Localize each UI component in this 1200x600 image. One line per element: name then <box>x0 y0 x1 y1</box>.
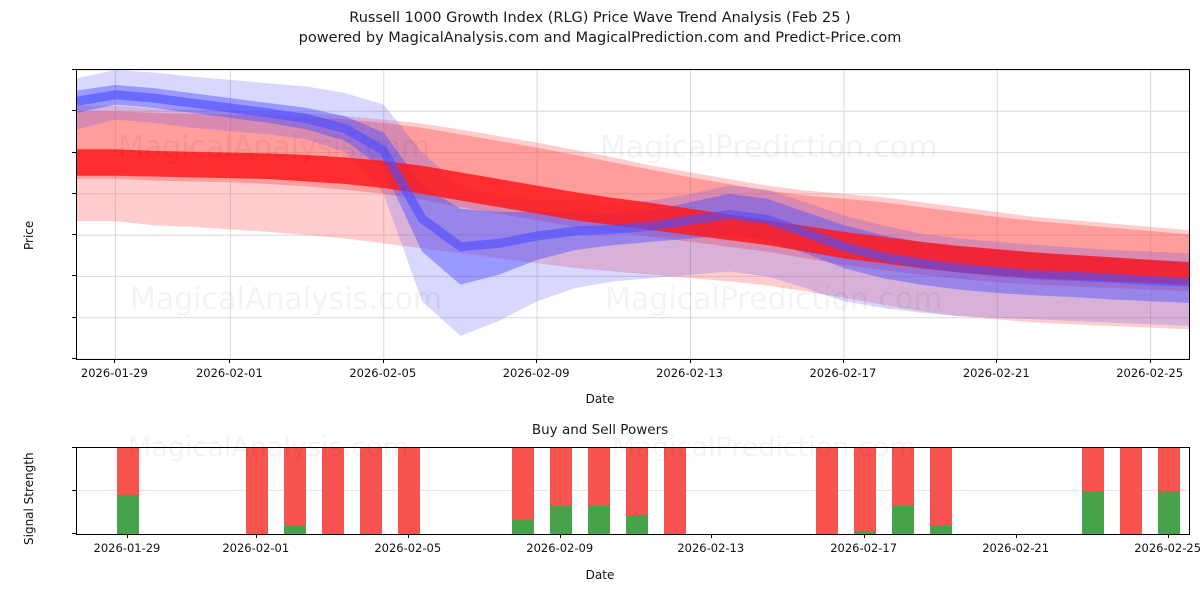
signal-x-tick-mark <box>863 534 865 538</box>
sell-power-segment <box>663 448 686 534</box>
price-x-tick-mark <box>996 359 998 363</box>
price-y-tick-mark <box>72 110 76 112</box>
price-x-tick-mark <box>114 359 116 363</box>
buy-power-segment <box>549 506 572 534</box>
buy-power-segment <box>1157 491 1180 534</box>
price-x-axis-label: Date <box>585 392 615 406</box>
sell-power-segment <box>815 448 838 534</box>
signal-bar[interactable] <box>321 448 344 534</box>
signal-x-tick-mark <box>710 534 712 538</box>
buy-power-segment <box>587 506 610 534</box>
buy-power-segment <box>116 495 139 534</box>
price-x-tick-mark <box>382 359 384 363</box>
buy-power-segment <box>625 515 648 534</box>
price-chart-plot-area <box>76 69 1190 360</box>
title-block: Russell 1000 Growth Index (RLG) Price Wa… <box>0 8 1200 48</box>
signal-x-tick-mark <box>1015 534 1017 538</box>
sell-power-segment <box>853 448 876 534</box>
price-y-tick-mark <box>72 275 76 277</box>
sell-power-segment <box>625 448 648 534</box>
signal-strength-plot-area <box>76 447 1190 535</box>
bar-chart-title: Buy and Sell Powers <box>531 422 669 438</box>
buy-power-segment <box>891 506 914 534</box>
sell-power-segment <box>511 448 534 534</box>
signal-bar[interactable] <box>891 448 914 534</box>
signal-x-tick-label: 2026-02-05 <box>374 541 442 555</box>
sell-power-segment <box>929 448 952 534</box>
band-red-core <box>77 149 1189 285</box>
buy-power-segment <box>511 520 534 534</box>
signal-x-tick-label: 2026-02-13 <box>677 541 745 555</box>
price-x-tick-label: 2026-02-25 <box>1116 366 1184 380</box>
blue-core-ribbon <box>77 90 1189 287</box>
price-x-tick-label: 2026-02-13 <box>656 366 723 380</box>
signal-y-tick-mark <box>72 533 76 534</box>
signal-x-tick-label: 2026-02-25 <box>1134 541 1200 555</box>
signal-y-tick-mark <box>72 490 76 491</box>
signal-bar[interactable] <box>663 448 686 534</box>
price-x-tick-mark <box>689 359 691 363</box>
signal-x-tick-label: 2026-02-21 <box>982 541 1050 555</box>
signal-bar[interactable] <box>853 448 876 534</box>
sell-power-segment <box>359 448 382 534</box>
price-y-tick-mark <box>72 234 76 236</box>
price-x-tick-label: 2026-02-09 <box>502 366 570 380</box>
signal-bar[interactable] <box>1081 448 1104 534</box>
sell-power-segment <box>283 448 306 534</box>
signal-bar[interactable] <box>511 448 534 534</box>
signal-bar[interactable] <box>116 448 139 534</box>
signal-x-tick-label: 2026-02-09 <box>526 541 594 555</box>
price-y-tick-mark <box>72 358 76 359</box>
price-y-tick-mark <box>72 69 76 70</box>
price-x-tick-label: 2026-02-21 <box>962 366 1030 380</box>
signal-bar[interactable] <box>929 448 952 534</box>
signal-x-axis-label: Date <box>585 568 615 582</box>
signal-x-tick-label: 2026-01-29 <box>93 541 161 555</box>
signal-bar[interactable] <box>359 448 382 534</box>
page-title: Russell 1000 Growth Index (RLG) Price Wa… <box>349 10 851 26</box>
signal-bar[interactable] <box>283 448 306 534</box>
signal-x-tick-label: 2026-02-17 <box>830 541 898 555</box>
page-subtitle: powered by MagicalAnalysis.com and Magic… <box>298 30 902 46</box>
sell-power-segment <box>321 448 344 534</box>
signal-bar[interactable] <box>397 448 420 534</box>
price-x-tick-mark <box>229 359 231 363</box>
signal-x-tick-mark <box>255 534 257 538</box>
price-x-tick-label: 2026-02-01 <box>195 366 263 380</box>
signal-bar[interactable] <box>587 448 610 534</box>
buy-power-segment <box>1081 491 1104 534</box>
signal-y-tick-mark <box>72 447 76 448</box>
signal-bar[interactable] <box>549 448 572 534</box>
price-x-tick-label: 2026-01-29 <box>80 366 148 380</box>
price-x-tick-mark <box>1149 359 1151 363</box>
buy-power-segment <box>283 524 306 534</box>
signal-bar[interactable] <box>1157 448 1180 534</box>
signal-y-axis-label: Signal Strength <box>22 452 36 545</box>
signal-bar[interactable] <box>625 448 648 534</box>
price-y-axis-label: Price <box>22 220 36 250</box>
price-x-tick-label: 2026-02-17 <box>809 366 877 380</box>
sell-power-segment <box>245 448 268 534</box>
price-x-tick-mark <box>842 359 844 363</box>
price-y-tick-mark <box>72 151 76 153</box>
price-y-tick-mark <box>72 192 76 194</box>
signal-x-tick-mark <box>407 534 409 538</box>
signal-x-tick-mark <box>1167 534 1169 538</box>
signal-x-tick-mark <box>559 534 561 538</box>
sell-power-segment <box>397 448 420 534</box>
buy-power-segment <box>929 525 952 534</box>
signal-bar[interactable] <box>815 448 838 534</box>
signal-x-tick-mark <box>126 534 128 538</box>
buy-power-segment <box>853 530 876 534</box>
signal-bar[interactable] <box>245 448 268 534</box>
price-x-tick-label: 2026-02-05 <box>349 366 417 380</box>
price-wave-bands <box>77 70 1189 359</box>
signal-x-tick-label: 2026-02-01 <box>222 541 290 555</box>
sell-power-segment <box>1119 448 1142 534</box>
price-y-tick-mark <box>72 316 76 318</box>
signal-bar[interactable] <box>1119 448 1142 534</box>
price-x-tick-mark <box>536 359 538 363</box>
